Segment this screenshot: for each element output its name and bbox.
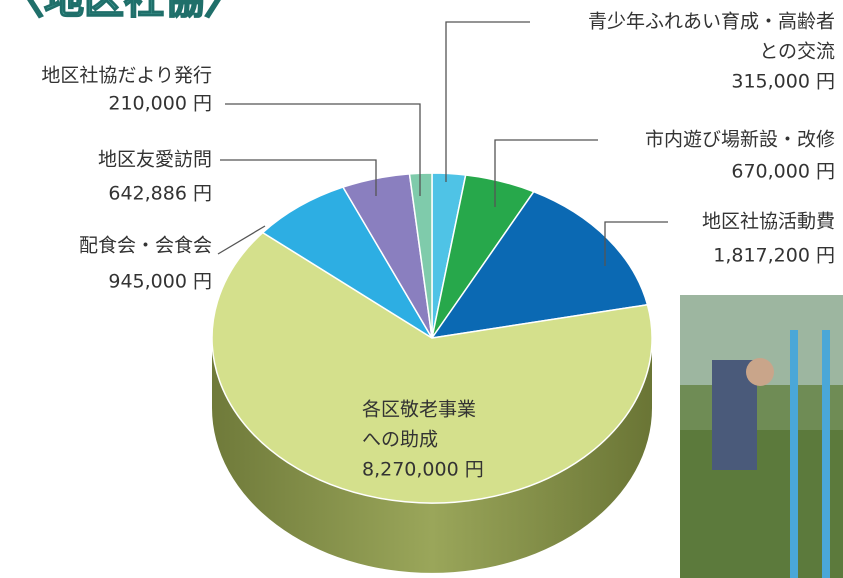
- slice: [211, 231, 653, 504]
- slice: [430, 190, 649, 340]
- value-label: 670,000 円: [731, 161, 835, 183]
- value-label: 315,000 円: [731, 71, 835, 93]
- leader-line: [217, 225, 266, 255]
- leader-line: [494, 139, 598, 207]
- slice-label: との交流: [759, 41, 835, 63]
- slice-label: 配食会・会食会: [79, 235, 212, 257]
- value-label: 210,000 円: [108, 93, 212, 115]
- value-label: 1,817,200 円: [713, 245, 835, 267]
- slice-label: 青少年ふれあい育成・高齢者: [588, 11, 835, 33]
- slice: [408, 172, 433, 339]
- slice-label: 地区社協だより発行: [41, 65, 212, 87]
- leader-line: [220, 159, 377, 196]
- leader-line: [445, 21, 530, 182]
- slice-label: 地区社協活動費: [702, 211, 835, 233]
- leader-line: [604, 221, 668, 266]
- chart-title: 〈地区社協〉: [4, 0, 244, 23]
- slice-label: 各区敬老事業: [362, 399, 476, 421]
- slice-side: [212, 338, 652, 573]
- slice-label: 市内遊び場新設・改修: [645, 129, 835, 151]
- leader-line: [225, 103, 421, 196]
- slice-label: への助成: [362, 429, 438, 451]
- slice-label: 地区友愛訪問: [98, 149, 212, 171]
- slice: [261, 186, 433, 339]
- value-label: 945,000 円: [108, 271, 212, 293]
- value-label: 8,270,000 円: [362, 459, 484, 481]
- value-label: 642,886 円: [108, 183, 212, 205]
- photo: [680, 295, 843, 578]
